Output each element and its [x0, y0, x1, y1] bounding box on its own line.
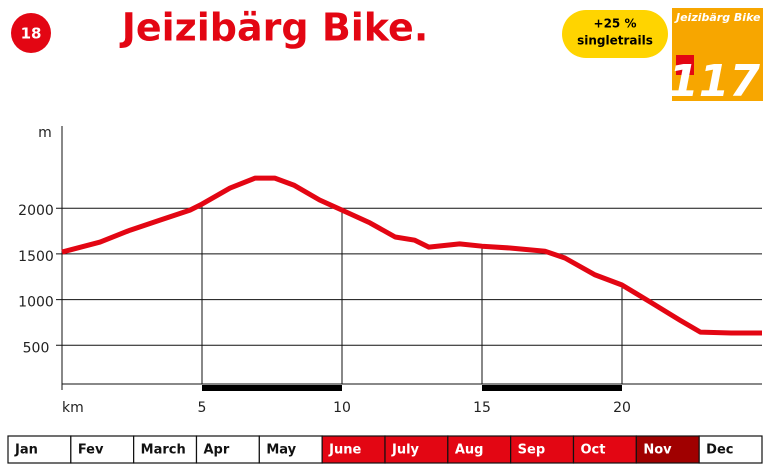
month-label: June	[328, 443, 361, 458]
x-tick-label: 10	[333, 400, 351, 416]
y-axis-label: m	[38, 125, 52, 141]
month-bar: Jan Fev March Apr May June July Aug Sep Oct Nov Dec	[8, 436, 762, 463]
scale-bar	[482, 385, 622, 391]
plot: m 500 1000 1500 2000 km 5 10 15 20	[18, 125, 762, 416]
x-tick-label: 20	[613, 400, 631, 416]
bubble-line: singletrails	[577, 34, 653, 48]
badge-number: 18	[21, 25, 42, 43]
month-label: March	[141, 443, 186, 458]
cover-title: Jeizibärg Bike	[674, 11, 761, 24]
month-label: July	[391, 443, 420, 458]
month-label: May	[266, 443, 296, 458]
month-label: Sep	[518, 443, 546, 458]
scale-bar	[202, 385, 342, 391]
elevation-line	[62, 178, 762, 333]
page: 18 Jeizibärg Bike. +25 % singletrails Je…	[0, 0, 763, 475]
y-tick-label: 1000	[18, 295, 54, 311]
x-tick-label: 15	[473, 400, 491, 416]
y-tick-label: 500	[23, 340, 50, 356]
month-label: Aug	[455, 443, 484, 458]
y-tick-label: 2000	[18, 203, 54, 219]
month-label: Nov	[643, 443, 672, 458]
month-label: Dec	[706, 443, 733, 458]
month-label: Jan	[14, 443, 38, 458]
x-tick-label: km	[62, 400, 84, 416]
month-label: Fev	[78, 443, 104, 458]
bubble-line: +25 %	[594, 17, 637, 31]
x-tick-label: 5	[198, 400, 207, 416]
month-label: Oct	[581, 443, 606, 458]
cover-number: 117	[668, 56, 760, 107]
title: Jeizibärg Bike.	[119, 6, 429, 50]
y-tick-label: 1500	[18, 249, 54, 265]
month-label: Apr	[204, 443, 230, 458]
